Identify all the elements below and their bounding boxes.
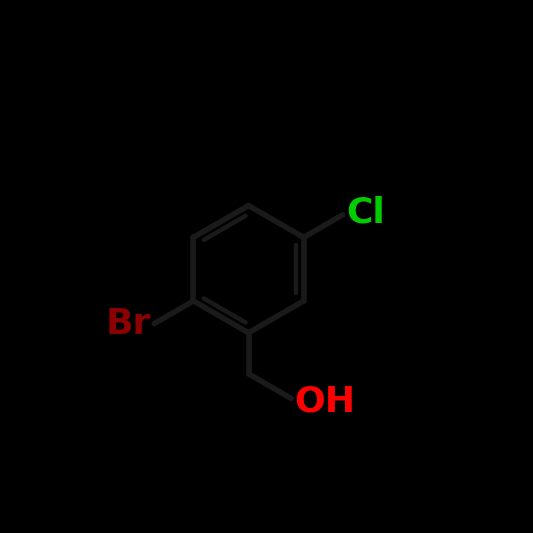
Text: OH: OH [294,385,356,419]
Text: Cl: Cl [346,196,385,230]
Text: Br: Br [106,306,151,341]
